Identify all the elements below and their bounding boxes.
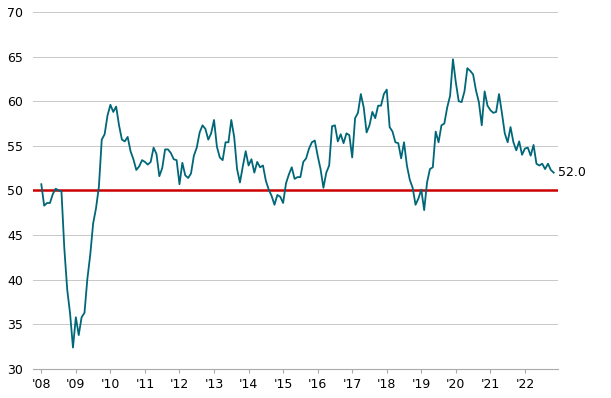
Text: 52.0: 52.0: [558, 166, 586, 179]
